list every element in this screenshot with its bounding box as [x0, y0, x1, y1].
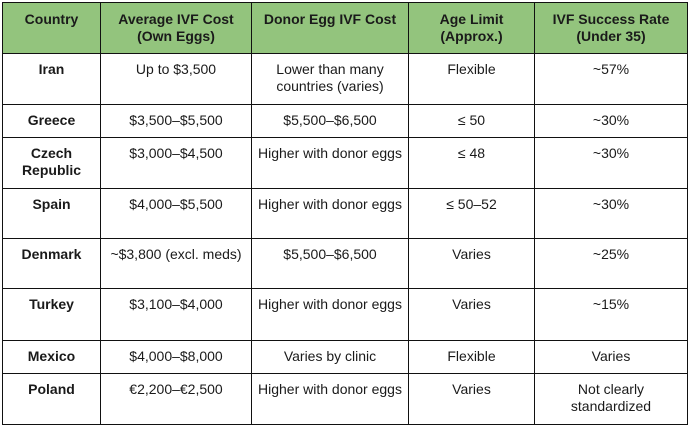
table-row: Spain $4,000–$5,500 Higher with donor eg… [2, 188, 688, 239]
cell-own-eggs-cost: ~$3,800 (excl. meds) [100, 238, 252, 289]
cell-country: Turkey [2, 288, 101, 341]
table-body: Iran Up to $3,500 Lower than many countr… [2, 53, 688, 425]
cell-country: Denmark [2, 238, 101, 289]
table-row: Mexico $4,000–$8,000 Varies by clinic Fl… [2, 340, 688, 374]
cell-donor-egg-cost: Higher with donor eggs [251, 137, 409, 189]
cell-own-eggs-cost: $3,000–$4,500 [100, 137, 252, 189]
cell-own-eggs-cost: $4,000–$8,000 [100, 340, 252, 374]
cell-age-limit: ≤ 50–52 [408, 188, 535, 239]
table-row: Turkey $3,100–$4,000 Higher with donor e… [2, 288, 688, 341]
cell-success-rate: ~30% [534, 188, 688, 239]
cell-country: Mexico [2, 340, 101, 374]
cell-own-eggs-cost: $3,500–$5,500 [100, 104, 252, 138]
cell-donor-egg-cost: $5,500–$6,500 [251, 104, 409, 138]
cell-own-eggs-cost: Up to $3,500 [100, 53, 252, 105]
cell-age-limit: Varies [408, 373, 535, 425]
cell-success-rate: ~15% [534, 288, 688, 341]
cell-success-rate: ~30% [534, 104, 688, 138]
cell-country: Spain [2, 188, 101, 239]
table-row: Iran Up to $3,500 Lower than many countr… [2, 53, 688, 105]
header-row: Country Average IVF Cost (Own Eggs) Dono… [2, 2, 688, 54]
cell-own-eggs-cost: $4,000–$5,500 [100, 188, 252, 239]
cell-own-eggs-cost: €2,200–€2,500 [100, 373, 252, 425]
header-own-eggs-cost: Average IVF Cost (Own Eggs) [100, 2, 252, 54]
cell-donor-egg-cost: Higher with donor eggs [251, 373, 409, 425]
cell-donor-egg-cost: Varies by clinic [251, 340, 409, 374]
cell-country: Poland [2, 373, 101, 425]
cell-donor-egg-cost: Lower than many countries (varies) [251, 53, 409, 105]
table-header: Country Average IVF Cost (Own Eggs) Dono… [2, 2, 688, 54]
header-success-rate: IVF Success Rate (Under 35) [534, 2, 688, 54]
cell-age-limit: ≤ 50 [408, 104, 535, 138]
table-row: Denmark ~$3,800 (excl. meds) $5,500–$6,5… [2, 238, 688, 289]
cell-age-limit: ≤ 48 [408, 137, 535, 189]
cell-age-limit: Flexible [408, 340, 535, 374]
header-country: Country [2, 2, 101, 54]
cell-donor-egg-cost: Higher with donor eggs [251, 188, 409, 239]
cell-success-rate: Varies [534, 340, 688, 374]
cell-success-rate: Not clearly standardized [534, 373, 688, 425]
table-row: Poland €2,200–€2,500 Higher with donor e… [2, 373, 688, 425]
cell-age-limit: Varies [408, 288, 535, 341]
table-row: Greece $3,500–$5,500 $5,500–$6,500 ≤ 50 … [2, 104, 688, 138]
cell-success-rate: ~30% [534, 137, 688, 189]
cell-donor-egg-cost: Higher with donor eggs [251, 288, 409, 341]
cell-success-rate: ~57% [534, 53, 688, 105]
cell-country: Iran [2, 53, 101, 105]
cell-country: Greece [2, 104, 101, 138]
header-donor-egg-cost: Donor Egg IVF Cost [251, 2, 409, 54]
cell-own-eggs-cost: $3,100–$4,000 [100, 288, 252, 341]
cell-country: Czech Republic [2, 137, 101, 189]
cell-age-limit: Varies [408, 238, 535, 289]
cell-age-limit: Flexible [408, 53, 535, 105]
header-age-limit: Age Limit (Approx.) [408, 2, 535, 54]
cell-donor-egg-cost: $5,500–$6,500 [251, 238, 409, 289]
table-row: Czech Republic $3,000–$4,500 Higher with… [2, 137, 688, 189]
cell-success-rate: ~25% [534, 238, 688, 289]
